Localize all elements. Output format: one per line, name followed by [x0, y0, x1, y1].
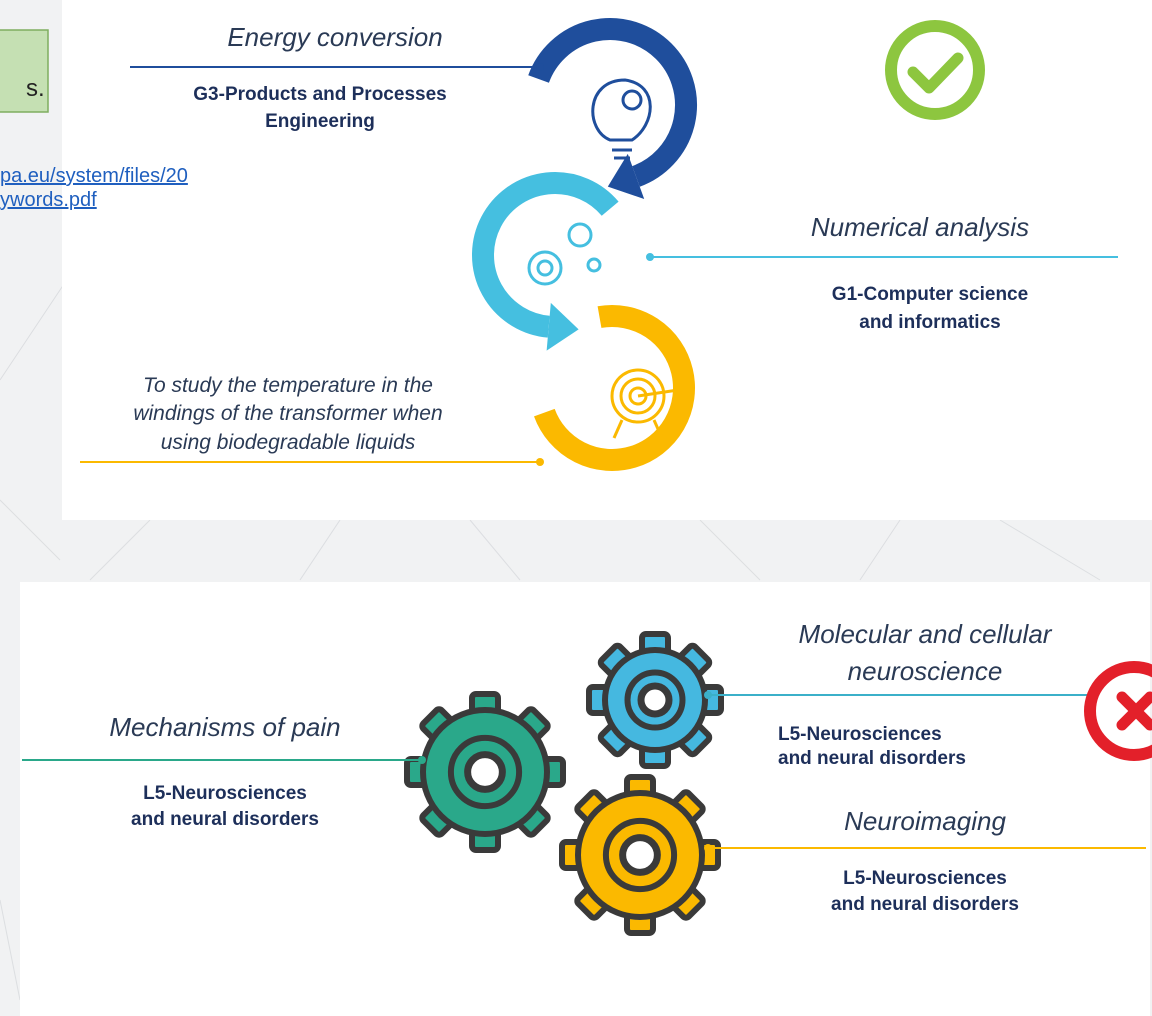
panel-line: and informatics [859, 312, 1000, 333]
gear [562, 777, 718, 933]
link-line[interactable]: pa.eu/system/files/20 [0, 165, 188, 187]
topic-title: Neuroimaging [844, 806, 1006, 836]
objective-line: To study the temperature in the [143, 374, 433, 397]
gear-hub [623, 838, 658, 873]
panel-line: L5-Neurosciences [778, 724, 942, 745]
panel-line: G3-Products and Processes [193, 84, 446, 105]
connector-dot [704, 691, 712, 699]
box-text: s. [26, 75, 45, 102]
gear-hub [468, 755, 503, 790]
connector-dot [646, 253, 654, 261]
objective-line: using biodegradable liquids [161, 431, 416, 454]
panel-line: and neural disorders [831, 894, 1019, 915]
step-title: Energy conversion [227, 22, 442, 52]
panel-line: L5-Neurosciences [843, 868, 1007, 889]
gear [589, 634, 721, 766]
objective-line: windings of the transformer when [133, 402, 442, 425]
link-line[interactable]: ywords.pdf [0, 189, 97, 211]
page: s. pa.eu/system/files/20 ywords.pdf Ener… [0, 0, 1152, 1016]
slide: s. pa.eu/system/files/20 ywords.pdf Ener… [0, 0, 1152, 1016]
topic-title: Mechanisms of pain [109, 712, 340, 742]
panel-line: and neural disorders [131, 809, 319, 830]
topic-title: neuroscience [848, 656, 1003, 686]
connector-dot [704, 844, 712, 852]
topic-title: Molecular and cellular [799, 619, 1053, 649]
gear [407, 694, 563, 850]
connector-dot [536, 458, 544, 466]
panel-line: and neural disorders [778, 748, 966, 769]
panel-line: L5-Neurosciences [143, 783, 307, 804]
panel-line: G1-Computer science [832, 284, 1028, 305]
connector-dot [418, 756, 426, 764]
gear-hub [641, 686, 669, 714]
panel-line: Engineering [265, 111, 375, 132]
step-title: Numerical analysis [811, 212, 1029, 242]
connector-dot [536, 63, 544, 71]
